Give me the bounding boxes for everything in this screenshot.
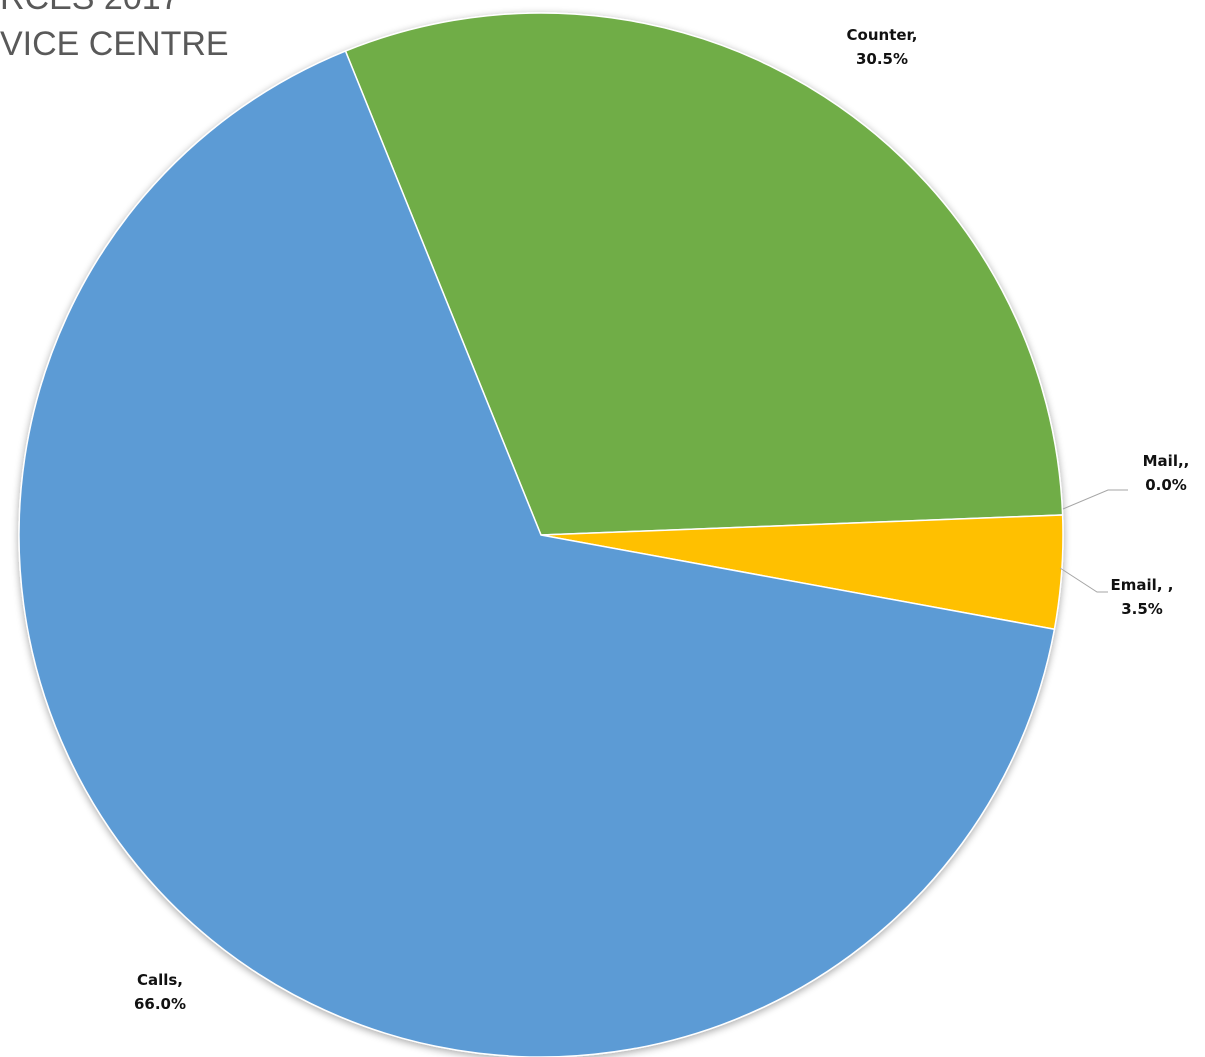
data-label-calls-value: 66.0% [134, 995, 186, 1013]
data-label-email-value: 3.5% [1121, 600, 1163, 618]
data-label-email-name: Email, , [1111, 576, 1174, 594]
chart-title-line-2: VICE CENTRE [0, 25, 229, 63]
pie-slice-calls [18, 50, 1056, 1057]
data-label-mail-name: Mail,, [1143, 452, 1190, 470]
leader-line-mail [1062, 489, 1128, 510]
data-label-email: Email, , 3.5% [1111, 576, 1174, 618]
pie-slice-counter [344, 12, 1064, 536]
data-label-mail: Mail,, 0.0% [1143, 452, 1190, 494]
data-label-calls-name: Calls, [137, 971, 183, 989]
leader-line-email [1059, 567, 1108, 593]
data-label-calls: Calls, 66.0% [134, 971, 186, 1013]
data-label-mail-value: 0.0% [1145, 476, 1187, 494]
data-label-counter: Counter, 30.5% [847, 26, 918, 68]
data-label-counter-name: Counter, [847, 26, 918, 44]
chart-title-line-1: RCES 2017 [0, 0, 180, 18]
data-label-counter-value: 30.5% [856, 50, 908, 68]
